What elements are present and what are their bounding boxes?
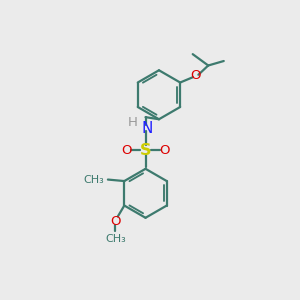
Text: S: S xyxy=(140,142,151,158)
Text: N: N xyxy=(141,121,153,136)
Text: CH₃: CH₃ xyxy=(105,234,126,244)
Text: O: O xyxy=(190,69,201,82)
Text: O: O xyxy=(159,143,170,157)
Text: H: H xyxy=(128,116,138,129)
Text: O: O xyxy=(121,143,132,157)
Text: O: O xyxy=(110,214,121,228)
Text: CH₃: CH₃ xyxy=(83,175,104,184)
